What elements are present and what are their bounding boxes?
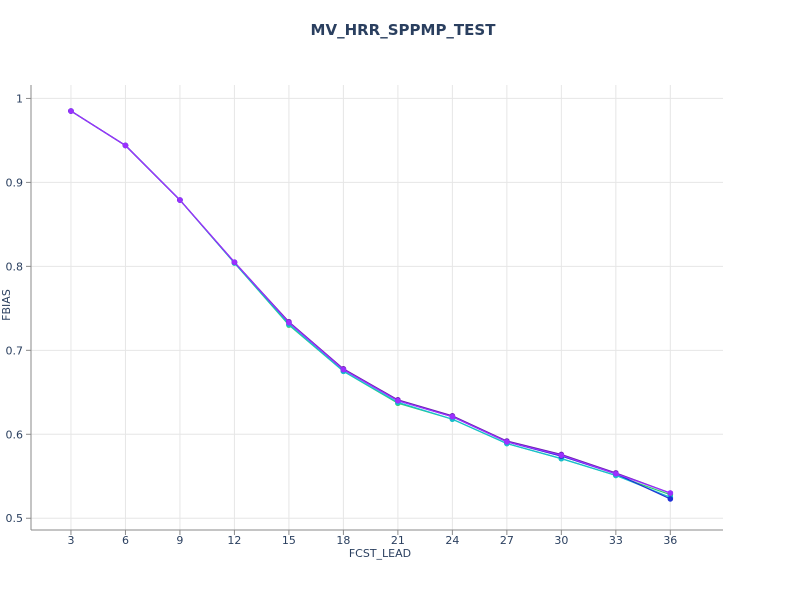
- data-point: [667, 496, 674, 502]
- data-point: [231, 259, 238, 265]
- series-2: [68, 108, 674, 501]
- series-line: [70, 110, 671, 500]
- x-tick-label: 18: [336, 534, 350, 547]
- series-1: [68, 108, 674, 498]
- series-3: [68, 108, 674, 502]
- data-point: [667, 490, 674, 496]
- y-tick-label: 0.6: [6, 428, 24, 441]
- data-point: [340, 366, 347, 373]
- series-4: [68, 108, 674, 496]
- x-tick-label: 12: [227, 534, 241, 547]
- x-tick-label: 36: [663, 534, 677, 547]
- y-tick-label: 0.9: [6, 176, 24, 189]
- x-tick-label: 6: [122, 534, 129, 547]
- y-tick-label: 0.5: [6, 512, 24, 525]
- x-tick-label: 3: [67, 534, 74, 547]
- data-point: [613, 470, 619, 477]
- data-point: [504, 439, 510, 445]
- chart-title: MV_HRR_SPPMP_TEST: [311, 21, 497, 39]
- series-layer: [68, 108, 674, 502]
- x-tick-label: 33: [609, 534, 623, 547]
- series-5: [68, 108, 674, 496]
- data-point: [122, 142, 129, 149]
- y-tick-label: 0.7: [6, 344, 24, 357]
- data-point: [558, 452, 565, 459]
- x-tick-label: 27: [500, 534, 514, 547]
- grid-layer: [31, 85, 723, 530]
- series-line: [70, 110, 671, 496]
- x-tick-label: 9: [176, 534, 183, 547]
- ticks-layer: 3 6 9 12 15 18 21 24 27 30 33 360.50.60.70.80.91: [6, 92, 678, 547]
- x-tick-label: 21: [391, 534, 405, 547]
- data-point: [286, 319, 292, 326]
- data-point: [449, 413, 456, 420]
- series-line: [70, 110, 671, 494]
- y-axis-label: FBIAS: [0, 289, 13, 321]
- y-tick-label: 0.8: [6, 260, 24, 273]
- data-point: [395, 397, 401, 404]
- data-point: [177, 197, 183, 203]
- x-tick-label: 30: [554, 534, 568, 547]
- x-tick-label: 24: [445, 534, 459, 547]
- x-tick-label: 15: [282, 534, 296, 547]
- axes-layer: [30, 85, 723, 531]
- x-axis-label: FCST_LEAD: [349, 547, 411, 560]
- series-line: [70, 110, 671, 498]
- y-tick-label: 1: [16, 92, 23, 105]
- series-line: [70, 110, 671, 494]
- data-point: [68, 108, 74, 114]
